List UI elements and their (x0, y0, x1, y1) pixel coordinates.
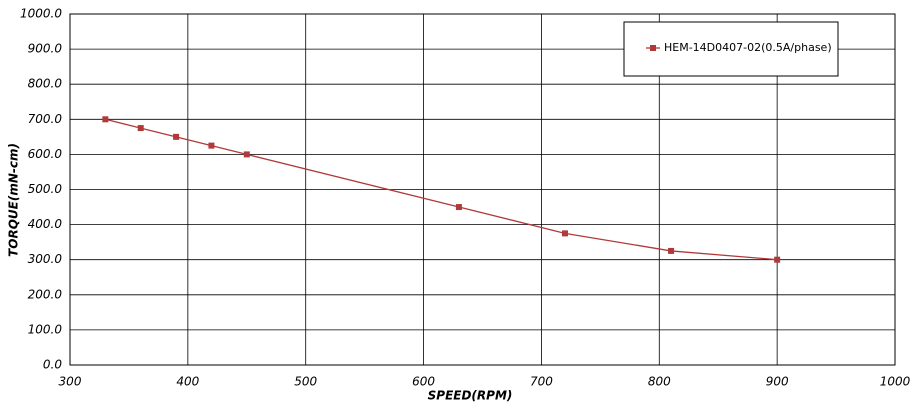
y-axis-label: TORQUE(mN-cm) (7, 143, 21, 257)
x-axis-label: SPEED(RPM) (428, 389, 513, 403)
data-point (668, 247, 675, 254)
legend-label: HEM-14D0407-02(0.5A/phase) (664, 41, 832, 54)
data-point (562, 230, 568, 237)
y-tick-label: 700.0 (28, 112, 63, 126)
x-tick-label: 900 (766, 375, 789, 389)
y-tick-label: 100.0 (28, 322, 63, 336)
x-tick-label: 600 (412, 375, 435, 389)
y-tick-label: 200.0 (28, 287, 63, 301)
y-tick-label: 0.0 (43, 358, 62, 372)
data-point (455, 204, 462, 211)
y-tick-label: 400.0 (28, 217, 63, 231)
x-tick-label: 800 (648, 375, 671, 389)
y-tick-label: 500.0 (28, 182, 63, 196)
data-point (102, 116, 109, 123)
x-tick-label: 300 (59, 375, 82, 389)
data-point (208, 142, 215, 149)
y-tick-label: 600.0 (28, 147, 63, 161)
data-point (243, 151, 250, 158)
x-tick-label: 500 (294, 375, 317, 389)
data-point (774, 256, 781, 263)
legend-marker (650, 45, 656, 51)
legend-box (623, 21, 839, 77)
y-tick-label: 800.0 (28, 77, 63, 91)
x-tick-label: 1000 (880, 375, 911, 389)
x-tick-label: 400 (176, 375, 199, 389)
x-tick-label: 700 (530, 375, 553, 389)
data-point (137, 125, 144, 132)
data-point (173, 133, 180, 140)
y-tick-label: 900.0 (28, 42, 63, 56)
y-tick-label: 300.0 (28, 252, 63, 266)
y-tick-label: 1000.0 (20, 7, 62, 21)
